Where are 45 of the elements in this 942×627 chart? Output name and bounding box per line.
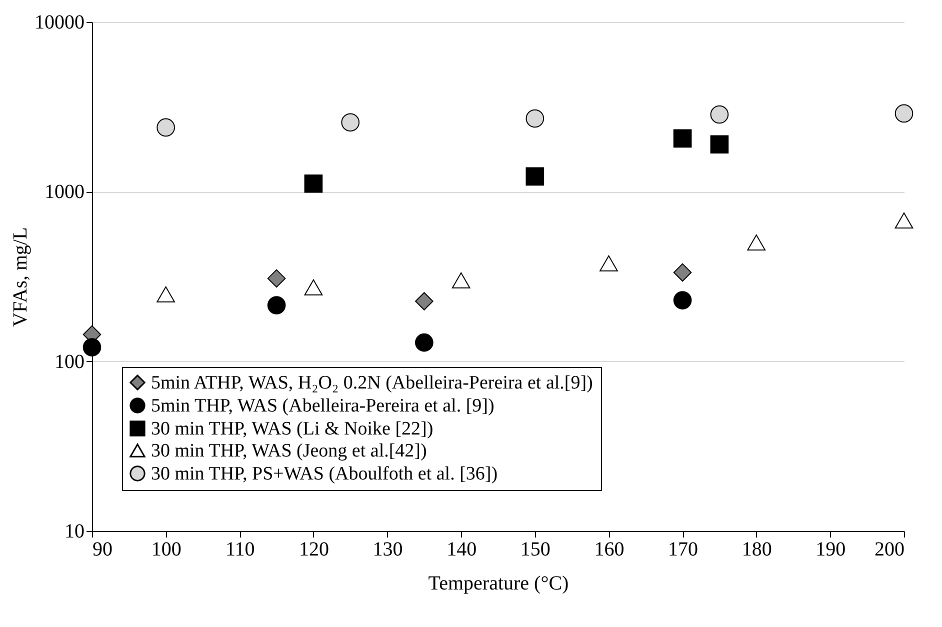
x-tick-label: 100	[151, 538, 182, 560]
point	[710, 135, 729, 154]
x-tick-label: 190	[816, 538, 846, 560]
legend-label: 30 min THP, WAS (Li & Noike [22])	[151, 418, 434, 440]
point	[673, 129, 692, 148]
x-tick-label: 150	[520, 538, 550, 560]
point	[341, 113, 360, 132]
x-tick-label: 170	[668, 538, 698, 560]
point	[600, 255, 618, 272]
legend-label: 5min THP, WAS (Abelleira-Pereira et al. [9])	[151, 396, 494, 416]
legend-label: 30 min THP, PS+WAS (Aboulfoth et al. [36])	[151, 464, 498, 484]
point	[673, 291, 692, 310]
point	[156, 118, 175, 137]
point	[526, 167, 544, 186]
y-tick-label: 10000	[34, 12, 84, 34]
x-tick-label: 120	[298, 538, 329, 560]
y-axis-title: VFAs, mg/L	[10, 227, 32, 327]
point	[415, 333, 434, 352]
point	[673, 263, 692, 282]
point	[82, 338, 102, 356]
point	[710, 105, 729, 124]
x-tick-label: 110	[226, 538, 255, 560]
legend-label: 30 min THP, WAS (Jeong et al.[42])	[151, 440, 427, 462]
y-tick-label: 10	[64, 520, 84, 542]
point	[267, 296, 286, 314]
point	[747, 234, 766, 250]
x-tick-label: 180	[742, 538, 772, 560]
point	[526, 109, 544, 128]
point	[267, 269, 286, 288]
x-tick-label: 200	[874, 538, 904, 560]
point	[894, 212, 914, 229]
point	[452, 272, 470, 288]
point	[894, 104, 914, 123]
x-tick-label: 130	[372, 538, 403, 560]
point	[415, 292, 434, 310]
x-tick-label: 160	[594, 538, 624, 560]
point	[304, 279, 323, 296]
legend-label: 5min ATHP, WAS, H₂O₂ 0.2N (Abelleira-Pereira et al.[9])	[151, 372, 593, 394]
x-tick-label: 90	[92, 538, 112, 560]
x-tick-label: 140	[446, 538, 477, 560]
y-tick-label: 1000	[44, 181, 84, 204]
x-axis-title: Temperature (°C)	[428, 572, 569, 594]
point	[156, 286, 175, 302]
point	[304, 174, 323, 193]
y-tick-label: 100	[54, 350, 84, 373]
